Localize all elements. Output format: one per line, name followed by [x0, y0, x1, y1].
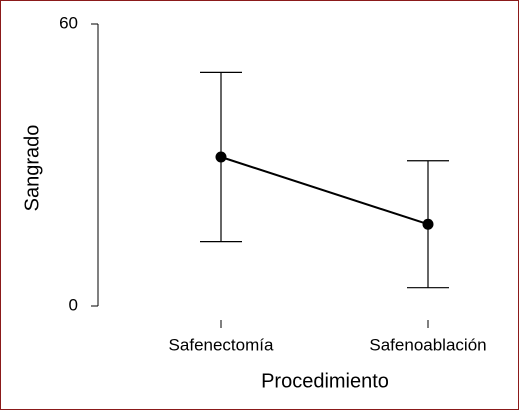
x-tick-label: Safenectomía [169, 335, 274, 354]
x-tick-label: Safenoablación [369, 335, 486, 354]
y-tick-label: 60 [59, 13, 78, 32]
y-axis-label: Sangrado [21, 125, 43, 212]
y-tick-label: 0 [69, 295, 78, 314]
point [215, 151, 227, 163]
line [220, 156, 429, 226]
point [422, 218, 434, 230]
x-axis-label: Procedimiento [261, 370, 389, 392]
